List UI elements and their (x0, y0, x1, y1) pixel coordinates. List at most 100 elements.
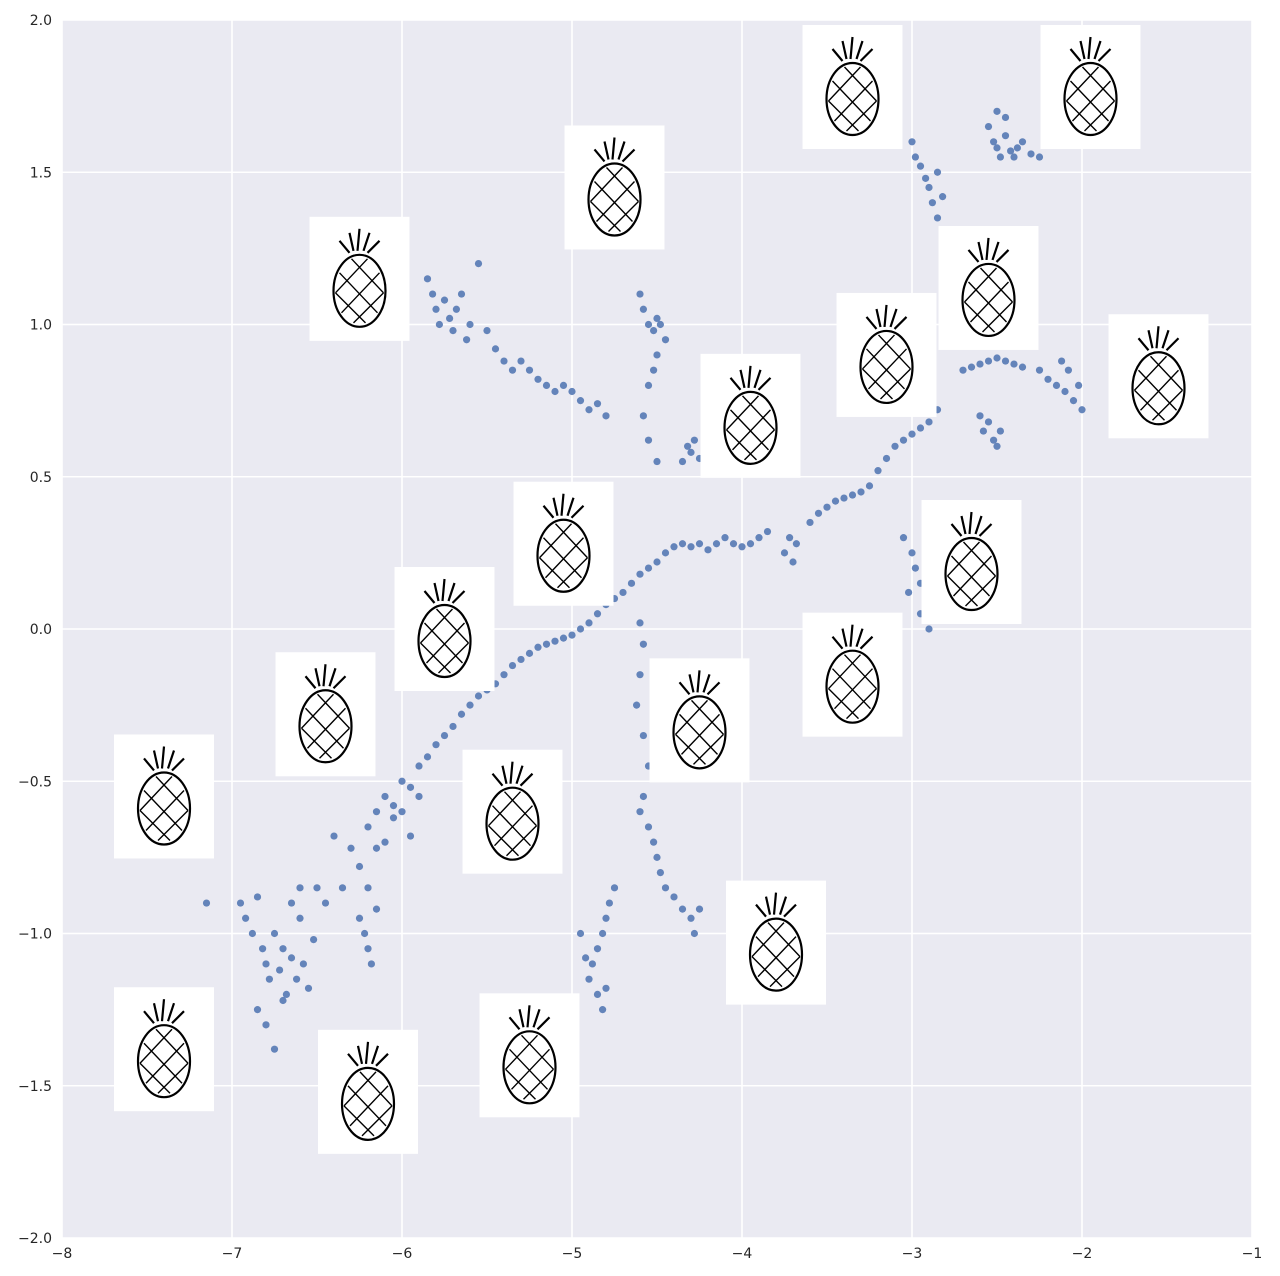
data-point (262, 960, 270, 968)
data-point (993, 107, 1001, 115)
data-point (367, 960, 375, 968)
data-point (364, 884, 372, 892)
data-point (248, 929, 256, 938)
data-point (299, 960, 307, 968)
data-point (661, 549, 670, 557)
data-point (1001, 357, 1010, 365)
data-point (644, 320, 653, 329)
y-tick-label: 2.0 (30, 13, 52, 29)
data-point (602, 914, 610, 922)
data-point (525, 649, 534, 657)
data-point (959, 366, 967, 374)
data-point (568, 631, 576, 639)
tick-labels: −8 −7 −6 −5 −4 −3 −2 −1 −2.0 −1.5 −1.0 −0.5 0.0 0.5 1.… (18, 13, 1262, 1262)
data-point (661, 884, 670, 892)
data-point (976, 412, 984, 420)
data-point (627, 579, 636, 587)
data-point (602, 984, 610, 992)
data-point (993, 442, 1001, 450)
data-point (639, 640, 648, 648)
data-point (270, 1045, 279, 1053)
data-point (446, 314, 454, 323)
data-point (721, 534, 729, 542)
pineapple-sketch-16 (462, 749, 563, 874)
data-point (415, 792, 423, 801)
data-point (432, 305, 440, 313)
data-point (585, 975, 593, 983)
data-point (466, 320, 474, 329)
data-point (1044, 375, 1052, 383)
data-point (599, 1006, 607, 1014)
data-point (1058, 357, 1066, 365)
data-point (593, 945, 602, 953)
data-point (687, 448, 695, 456)
data-point (990, 436, 998, 444)
pineapple-sketch-20 (318, 1029, 418, 1154)
data-point (262, 1021, 270, 1029)
data-point (582, 954, 590, 962)
data-point (534, 643, 542, 651)
data-point (265, 975, 273, 983)
pineapple-sketch-13 (649, 658, 750, 783)
x-tick-label: −4 (732, 1246, 753, 1262)
scatter-points (202, 107, 1086, 1053)
data-point (993, 144, 1001, 152)
data-point (763, 527, 772, 536)
data-point (576, 929, 585, 938)
data-point (840, 494, 848, 502)
data-point (429, 290, 437, 298)
data-point (372, 808, 381, 816)
data-point (933, 214, 942, 222)
data-point (922, 174, 930, 182)
data-point (372, 844, 381, 852)
data-point (925, 418, 933, 426)
data-point (639, 731, 648, 740)
data-point (823, 503, 831, 511)
pineapple-sketch-9 (921, 500, 1022, 625)
data-point (463, 336, 471, 344)
data-point (364, 823, 372, 831)
data-point (619, 588, 627, 597)
data-point (338, 884, 347, 892)
data-point (293, 975, 301, 983)
data-point (687, 543, 695, 551)
data-point (1052, 381, 1061, 389)
data-point (242, 914, 250, 922)
data-point (330, 832, 338, 840)
data-point (457, 710, 466, 718)
data-point (848, 491, 857, 499)
pineapple-sketch-12 (802, 612, 903, 737)
data-point (712, 540, 721, 548)
pineapple-sketch-3 (564, 125, 665, 250)
data-point (321, 899, 330, 907)
data-point (398, 808, 406, 816)
data-point (304, 984, 313, 992)
data-point (899, 436, 908, 444)
data-point (1035, 153, 1044, 161)
data-point (789, 558, 797, 566)
pineapple-sketch-14 (275, 652, 376, 777)
data-point (372, 905, 381, 913)
data-point (678, 540, 687, 548)
data-point (605, 899, 614, 907)
data-point (542, 381, 551, 389)
data-point (389, 802, 398, 810)
data-point (687, 914, 695, 922)
data-point (347, 844, 355, 852)
data-point (891, 442, 899, 450)
data-point (1018, 138, 1027, 146)
data-point (967, 363, 976, 371)
data-point (653, 558, 661, 566)
data-point (236, 899, 245, 907)
data-point (361, 929, 369, 938)
y-tick-label: 1.5 (30, 165, 52, 181)
data-point (432, 741, 440, 749)
data-point (452, 305, 460, 313)
pineapple-sketch-17 (726, 880, 826, 1005)
data-point (313, 884, 321, 892)
data-point (517, 357, 525, 365)
data-point (576, 625, 585, 633)
data-point (755, 534, 763, 542)
data-point (831, 497, 840, 505)
